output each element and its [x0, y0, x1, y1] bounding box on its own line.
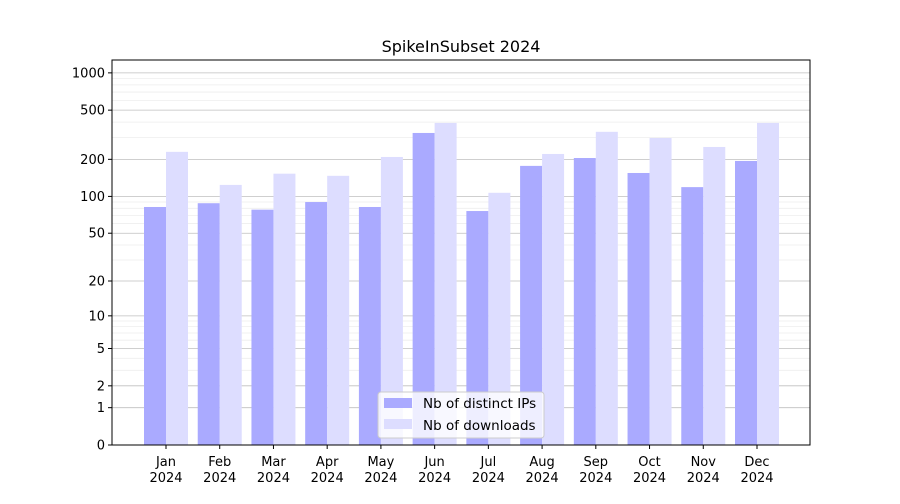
legend-label-downloads: Nb of downloads — [423, 418, 536, 434]
y-tick-label: 20 — [88, 275, 105, 290]
bar-distinct-ips — [305, 202, 328, 445]
bar-distinct-ips — [466, 211, 489, 445]
x-tick-label: Oct 2024 — [633, 455, 666, 486]
bar-downloads — [595, 131, 618, 445]
bar-downloads — [703, 146, 726, 445]
x-tick-label: Jul 2024 — [472, 455, 505, 486]
x-tick-label: Jun 2024 — [418, 455, 451, 486]
bar-distinct-ips — [358, 206, 381, 445]
bar-downloads — [327, 175, 350, 445]
x-tick-label: Nov 2024 — [687, 455, 720, 486]
x-tick-label: Sep 2024 — [579, 455, 612, 486]
plot-frame — [111, 59, 811, 446]
bar-distinct-ips — [412, 132, 435, 445]
legend-swatch-downloads — [384, 419, 412, 429]
chart-title: SpikeInSubset 2024 — [382, 37, 541, 56]
x-tick-label: Apr 2024 — [311, 455, 344, 486]
legend-label-distinct-ips: Nb of distinct IPs — [423, 396, 536, 412]
y-tick-label: 500 — [80, 104, 105, 119]
bar-downloads — [542, 153, 565, 446]
bar-distinct-ips — [681, 187, 704, 445]
x-axis: Jan 2024 Feb 2024 Mar 2024 Apr 2024 May 2024 Jun 20… — [149, 445, 774, 486]
bar-downloads — [488, 192, 511, 445]
y-tick-label: 5 — [97, 342, 105, 357]
x-tick-label: Feb 2024 — [203, 455, 236, 486]
y-tick-label: 1000 — [72, 66, 105, 81]
y-tick-label: 2 — [97, 379, 105, 394]
y-tick-label: 50 — [88, 227, 105, 242]
legend: Nb of distinct IPs Nb of downloads — [377, 391, 545, 439]
y-tick-label: 1 — [97, 401, 105, 416]
bar-downloads — [380, 156, 403, 445]
bar-distinct-ips — [573, 158, 596, 445]
bar-distinct-ips — [627, 172, 650, 445]
y-tick-label: 100 — [80, 190, 105, 205]
x-tick-label: Dec 2024 — [740, 455, 773, 486]
bar-distinct-ips — [197, 203, 220, 445]
x-tick-label: Jan 2024 — [149, 455, 182, 486]
bar-downloads — [166, 151, 188, 445]
x-tick-label: Mar 2024 — [257, 455, 290, 486]
y-tick-label: 0 — [97, 439, 105, 454]
bar-distinct-ips — [144, 206, 166, 445]
bar-downloads — [757, 122, 779, 445]
y-axis: 0 1 2 5 10 20 50 100 200 500 1000 — [72, 66, 112, 454]
legend-swatch-distinct-ips — [384, 398, 412, 408]
y-tick-label: 200 — [80, 153, 105, 168]
bar-downloads — [649, 137, 672, 445]
legend-box — [377, 391, 545, 439]
bar-downloads — [434, 122, 457, 445]
bar-downloads — [219, 184, 242, 445]
x-tick-label: May 2024 — [364, 455, 397, 486]
x-tick-label: Aug 2024 — [526, 455, 559, 486]
bars — [144, 122, 779, 446]
bar-distinct-ips — [735, 160, 757, 446]
y-tick-label: 10 — [88, 309, 105, 324]
bar-distinct-ips — [520, 165, 543, 445]
bar-distinct-ips — [251, 209, 274, 445]
bar-downloads — [273, 173, 296, 445]
